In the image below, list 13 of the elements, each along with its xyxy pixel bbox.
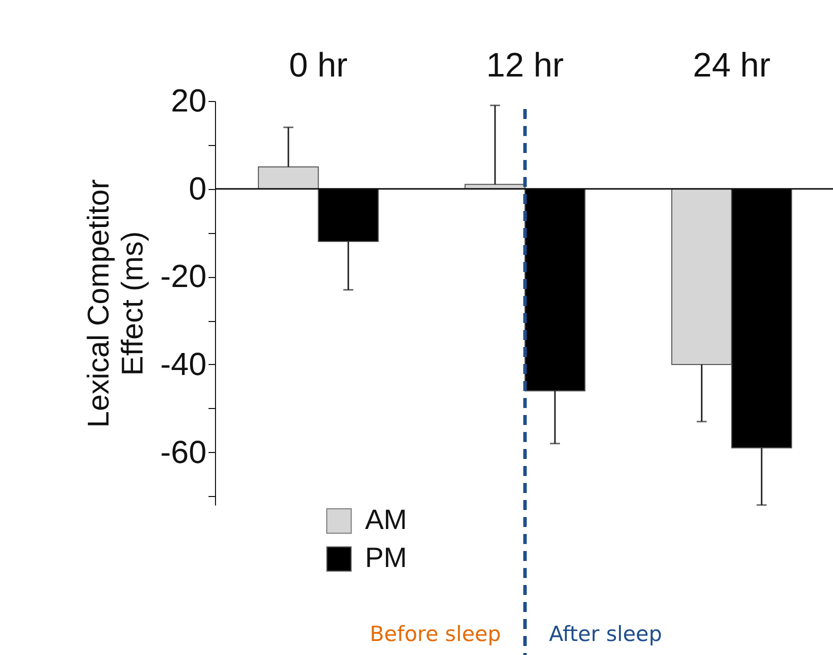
- x-tick-label: 0 hr: [289, 46, 348, 84]
- legend-label: PM: [365, 542, 407, 573]
- text: After sleep: [549, 622, 662, 646]
- y-tick-label: -40: [160, 346, 206, 382]
- x-tick-label: 12 hr: [486, 46, 564, 84]
- y-tick-label: 0: [188, 170, 206, 206]
- y-tick-label: -60: [160, 434, 206, 470]
- y-tick-label: 20: [170, 82, 206, 118]
- y-tick-label: -20: [160, 258, 206, 294]
- x-tick-label: 24 hr: [692, 46, 770, 84]
- text: Before sleep: [370, 622, 501, 646]
- legend-label: AM: [365, 504, 407, 535]
- y-axis-title: Lexical Competitor Effect (ms): [82, 179, 150, 428]
